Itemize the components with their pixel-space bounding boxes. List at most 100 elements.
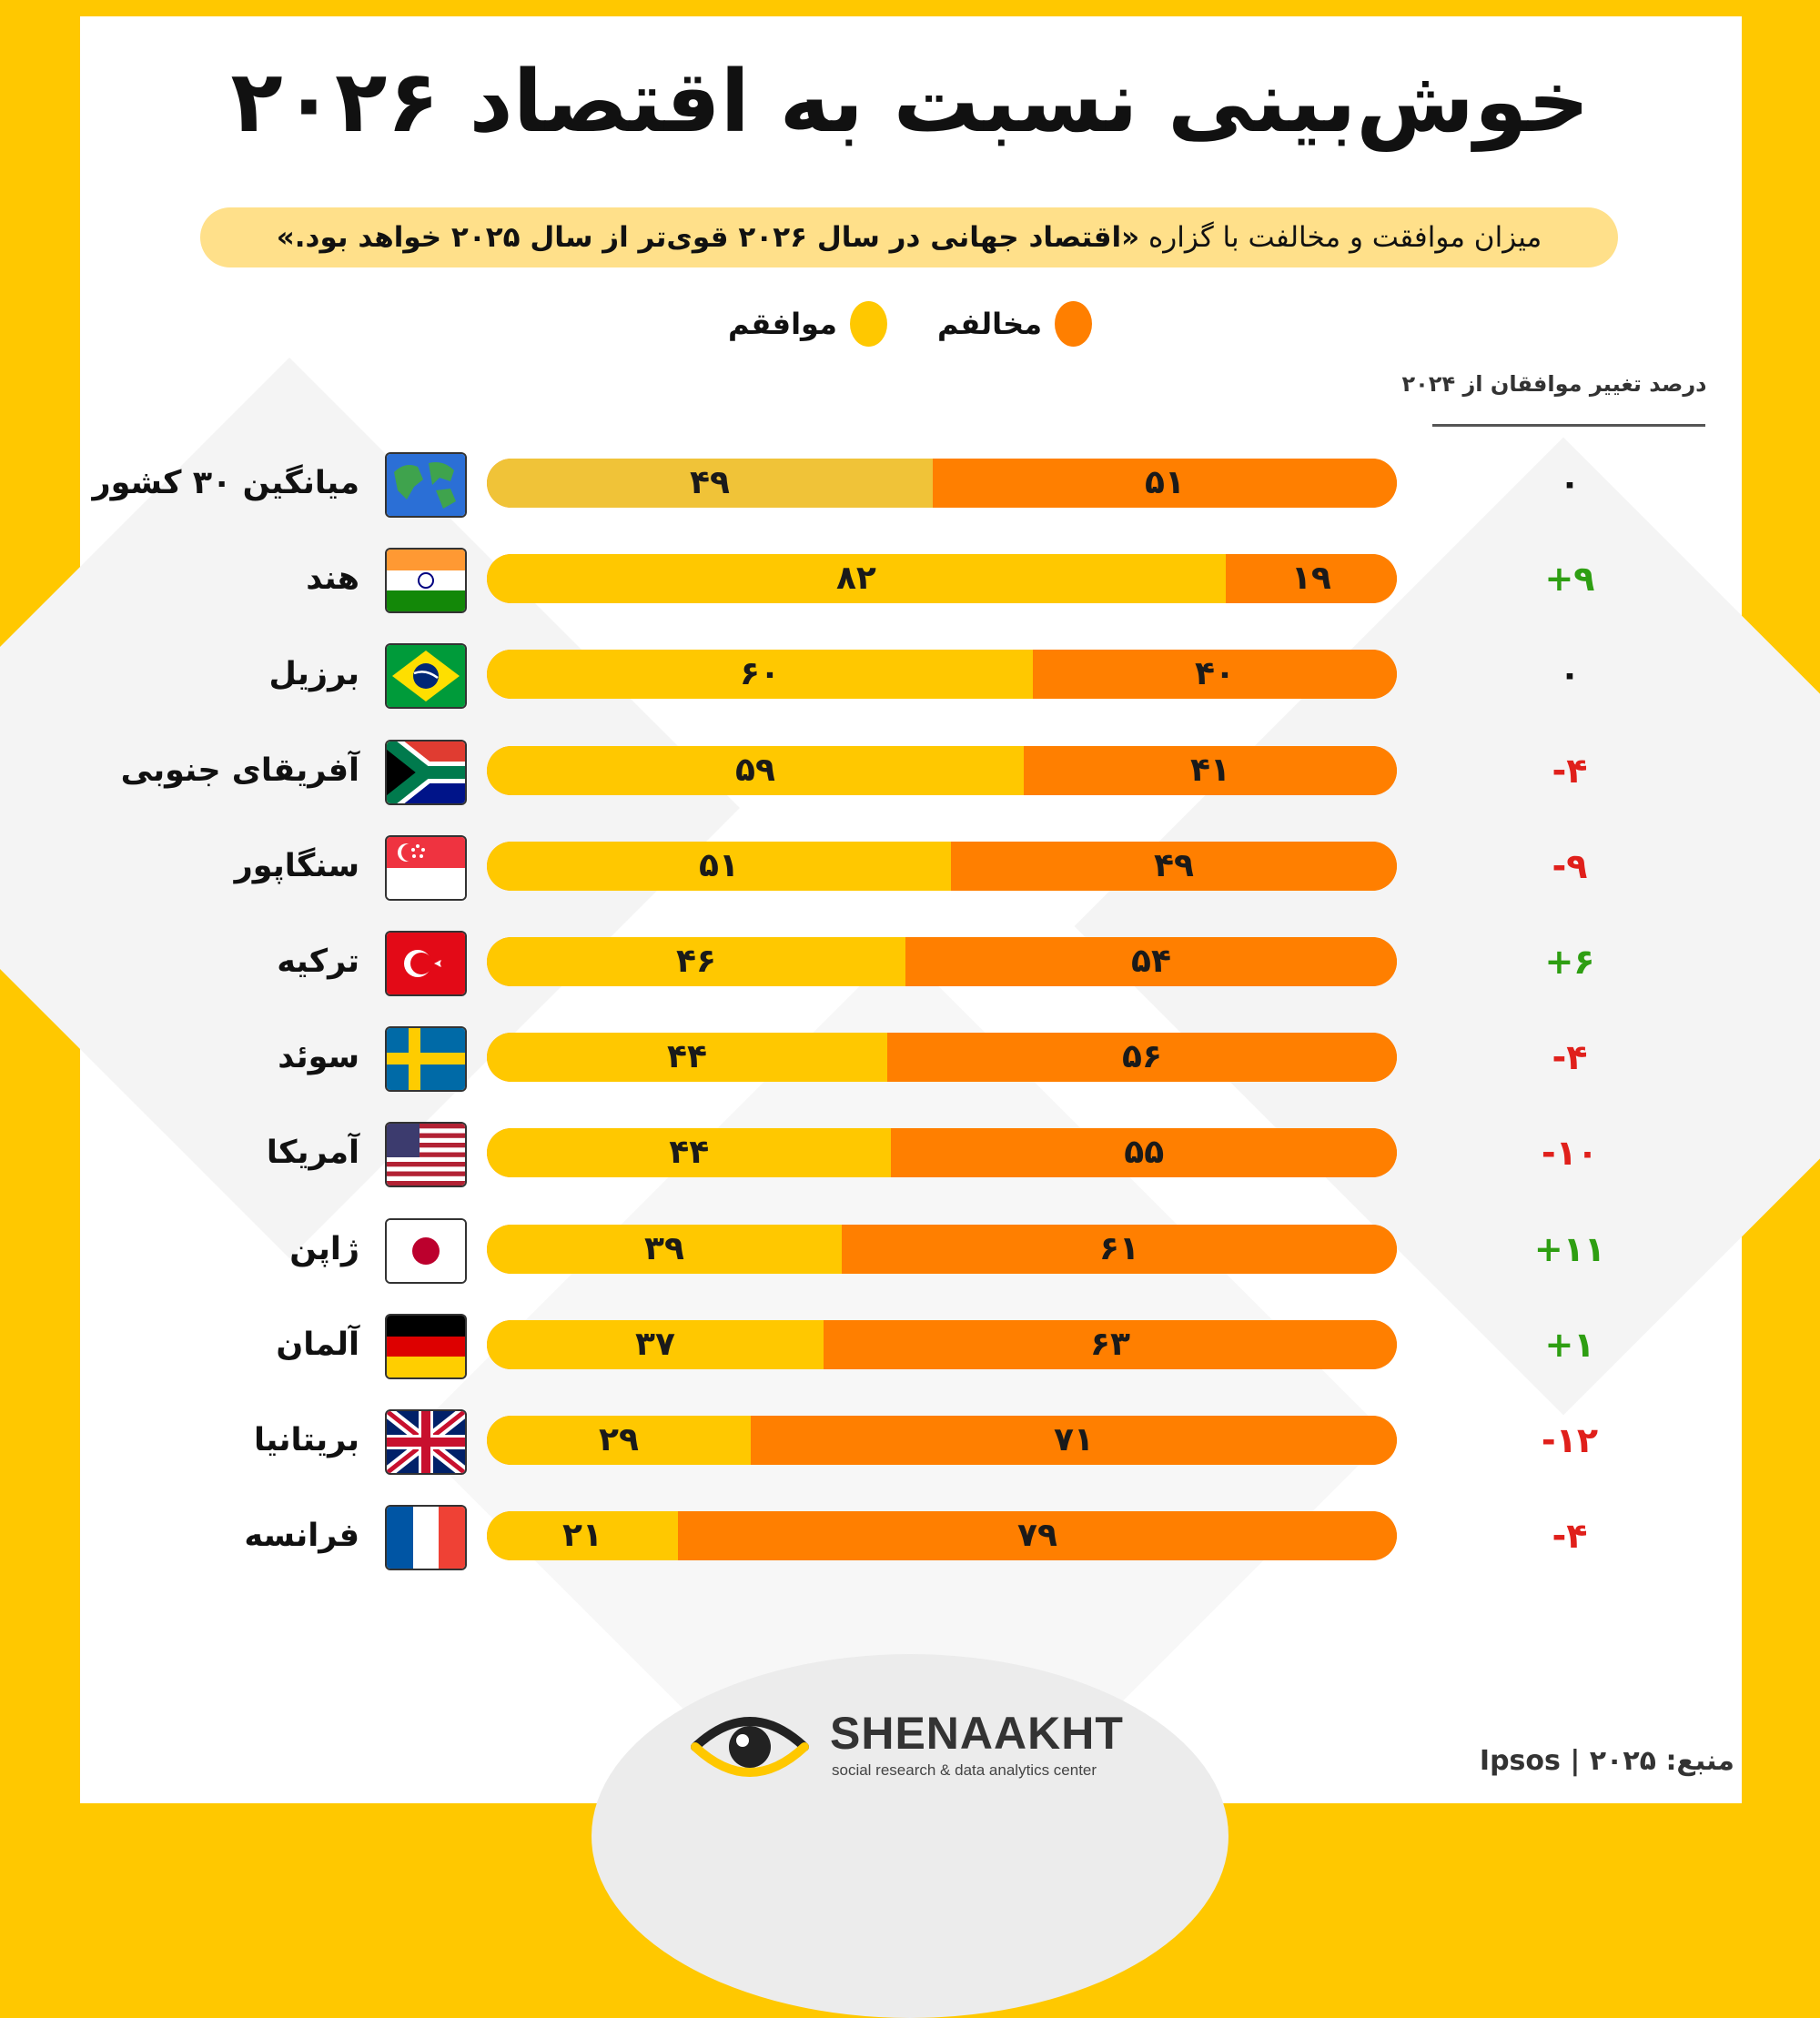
- change-value: -۱۲: [1541, 1420, 1599, 1460]
- bar-agree: [487, 554, 1226, 604]
- table-row: بریتانیا ۲۹ ۷۱ -۱۲: [0, 1409, 1820, 1475]
- stacked-bar: ۸۲ ۱۹: [487, 554, 1397, 604]
- data-label-disagree: ۵۱: [1145, 464, 1185, 501]
- bar-agree: [487, 1128, 892, 1178]
- data-label-disagree: ۵۴: [1131, 943, 1171, 980]
- page-title: خوش‌بینی نسبت به اقتصاد ۲۰۲۶: [230, 53, 1590, 152]
- change-column-header: درصد تغییر موافقان از ۲۰۲۴: [1401, 371, 1707, 397]
- bar-disagree: [824, 1319, 1397, 1369]
- data-label-agree: ۵۹: [735, 751, 775, 789]
- infographic-card: [0, 16, 1820, 1925]
- data-label-disagree: ۵۶: [1122, 1038, 1162, 1076]
- table-row: ترکیه ۴۶ ۵۴ +۶: [0, 931, 1820, 996]
- change-value: +۱۱: [1533, 1228, 1606, 1269]
- data-label-disagree: ۶۳: [1090, 1325, 1130, 1363]
- data-label-disagree: ۵۵: [1124, 1134, 1165, 1172]
- eye-logo-icon: [691, 1717, 809, 1777]
- change-value: ۰: [1559, 654, 1581, 695]
- change-value: -۴: [1552, 750, 1588, 791]
- table-row: ژاپن ۳۹ ۶۱ +۱۱: [0, 1217, 1820, 1284]
- bar-disagree: [933, 459, 1397, 508]
- stacked-bar: ۲۱ ۷۹: [487, 1511, 1397, 1561]
- bar-agree: [487, 1033, 887, 1083]
- country-label: ترکیه: [277, 943, 359, 980]
- bar-disagree: [887, 1033, 1397, 1083]
- change-value: -۴: [1552, 1037, 1588, 1078]
- change-value: ۰: [1559, 463, 1581, 503]
- data-label-agree: ۲۹: [599, 1421, 639, 1458]
- india-flag-icon: [385, 548, 467, 614]
- bar-agree: [487, 650, 1033, 700]
- subtitle-prefix: میزان موافقت و مخالفت با گزاره: [1139, 221, 1542, 254]
- data-label-agree: ۸۲: [835, 560, 876, 598]
- brazil-flag-icon: [385, 643, 467, 710]
- table-row: آفریقای جنوبی ۵۹ ۴۱ -۴: [0, 739, 1820, 805]
- bar-disagree: [1024, 745, 1397, 795]
- data-label-agree: ۶۰: [740, 655, 780, 693]
- change-value: -۱۰: [1541, 1133, 1599, 1174]
- stacked-bar: ۳۹ ۶۱: [487, 1224, 1397, 1274]
- country-label: آفریقای جنوبی: [120, 752, 359, 789]
- legend-item-disagree: مخالفم: [937, 297, 1092, 351]
- bar-agree: [487, 1416, 751, 1465]
- legend-label-disagree: مخالفم: [937, 307, 1043, 341]
- table-row: هند ۸۲ ۱۹ +۹: [0, 548, 1820, 614]
- bar-agree: [487, 1511, 678, 1561]
- stacked-bar: ۴۹ ۵۱: [487, 459, 1397, 508]
- bar-disagree: [951, 841, 1397, 891]
- bar-disagree: [905, 937, 1397, 986]
- bar-agree: [487, 745, 1024, 795]
- stacked-bar: ۴۴ ۵۵: [487, 1128, 1397, 1178]
- data-label-agree: ۴۹: [690, 464, 730, 501]
- change-value: +۶: [1544, 942, 1595, 982]
- stacked-bar: ۳۷ ۶۳: [487, 1319, 1397, 1369]
- bar-agree: [487, 841, 951, 891]
- source-value: Ipsos | ۲۰۲۵: [1479, 1745, 1656, 1777]
- subtitle-statement: «اقتصاد جهانی در سال ۲۰۲۶ قوی‌تر از سال …: [276, 221, 1140, 254]
- data-label-disagree: ۷۹: [1017, 1517, 1057, 1555]
- bar-agree: [487, 1319, 824, 1369]
- turkey-flag-icon: [385, 931, 467, 996]
- south-africa-flag-icon: [385, 739, 467, 805]
- data-label-agree: ۳۷: [635, 1325, 675, 1363]
- change-value: +۱: [1544, 1324, 1595, 1365]
- data-label-disagree: ۱۹: [1290, 560, 1331, 598]
- germany-flag-icon: [385, 1313, 467, 1379]
- table-row: سوئد ۴۴ ۵۶ -۴: [0, 1026, 1820, 1093]
- bar-agree: [487, 1224, 842, 1274]
- france-flag-icon: [385, 1505, 467, 1571]
- change-header-rule: [1432, 424, 1705, 427]
- change-value: -۴: [1552, 1516, 1588, 1557]
- data-label-disagree: ۶۱: [1099, 1229, 1139, 1267]
- bar-disagree: [891, 1128, 1397, 1178]
- data-label-agree: ۲۱: [562, 1517, 602, 1555]
- stacked-bar: ۴۶ ۵۴: [487, 937, 1397, 986]
- subtitle: میزان موافقت و مخالفت با گزاره «اقتصاد ج…: [200, 207, 1618, 267]
- country-label: هند: [306, 560, 359, 598]
- data-label-agree: ۴۶: [676, 943, 716, 980]
- data-label-disagree: ۴۱: [1190, 751, 1230, 789]
- bar-agree: [487, 459, 933, 508]
- bar-disagree: [842, 1224, 1397, 1274]
- data-label-disagree: ۴۹: [1154, 846, 1194, 884]
- source-label: منبع:: [1665, 1745, 1734, 1777]
- sweden-flag-icon: [385, 1026, 467, 1093]
- usa-flag-icon: [385, 1122, 467, 1188]
- table-row: میانگین ۳۰ کشور ۴۹ ۵۱ ۰: [0, 452, 1820, 518]
- country-label: سوئد: [278, 1039, 359, 1076]
- stacked-bar: ۵۱ ۴۹: [487, 841, 1397, 891]
- singapore-flag-icon: [385, 834, 467, 901]
- data-label-disagree: ۴۰: [1195, 655, 1235, 693]
- stacked-bar: ۶۰ ۴۰: [487, 650, 1397, 700]
- table-row: آلمان ۳۷ ۶۳ +۱: [0, 1313, 1820, 1379]
- country-label: سنگاپور: [234, 847, 359, 884]
- country-label: برزیل: [268, 656, 359, 693]
- bar-disagree: [678, 1511, 1397, 1561]
- stacked-bar: ۵۹ ۴۱: [487, 745, 1397, 795]
- stacked-bar: ۲۹ ۷۱: [487, 1416, 1397, 1465]
- table-row: سنگاپور ۵۱ ۴۹ -۹: [0, 834, 1820, 901]
- data-label-agree: ۴۴: [669, 1134, 710, 1172]
- brand-name: SHENAAKHT: [830, 1708, 1124, 1759]
- country-label: بریتانیا: [253, 1422, 359, 1458]
- uk-flag-icon: [385, 1409, 467, 1475]
